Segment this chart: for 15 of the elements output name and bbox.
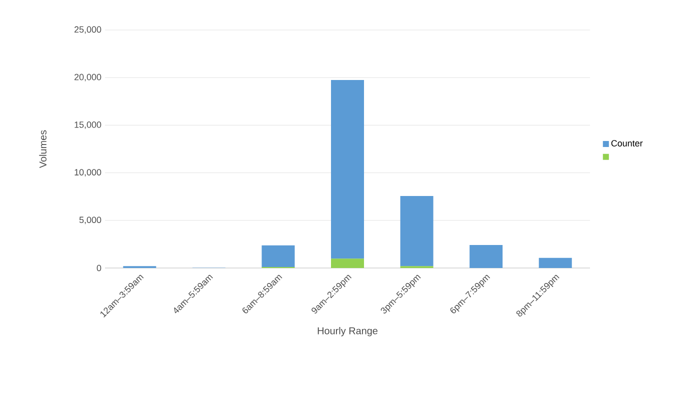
bar — [538, 258, 572, 268]
y-tick-label: 5,000 — [79, 216, 102, 224]
y-tick-label: 15,000 — [74, 121, 102, 129]
y-tick-label: 0 — [96, 264, 102, 272]
y-tick-label: 10,000 — [74, 169, 102, 176]
y-tick-label: 25,000 — [74, 26, 102, 34]
bar — [331, 80, 364, 259]
legend-label: Counter — [611, 140, 643, 146]
bar — [470, 244, 503, 268]
x-axis-title: Hourly Range — [318, 327, 378, 336]
bar — [331, 258, 364, 268]
bar — [400, 196, 434, 266]
y-axis-title: Volumes — [39, 130, 46, 168]
bar — [262, 245, 295, 268]
y-tick-label: 20,000 — [74, 74, 102, 82]
